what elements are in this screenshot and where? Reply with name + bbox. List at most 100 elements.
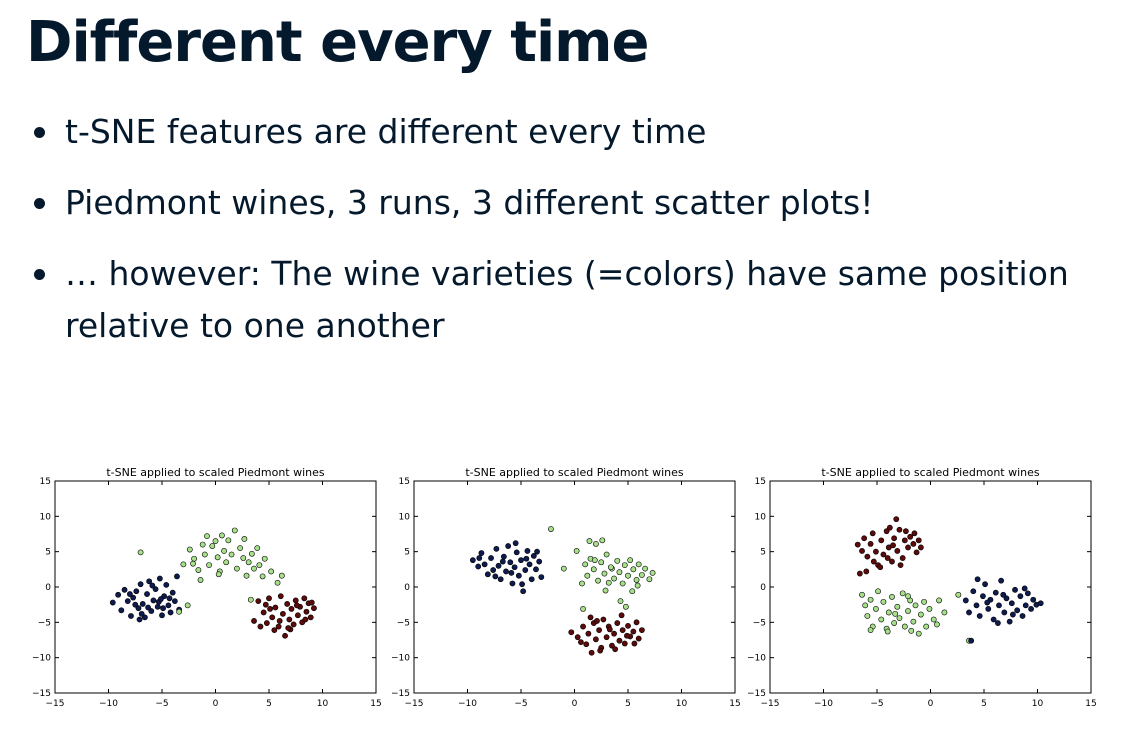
data-point: [294, 612, 301, 619]
data-point: [606, 626, 613, 633]
data-point: [630, 628, 637, 635]
bullet-list: t-SNE features are different every time …: [30, 106, 1110, 371]
y-tick-label: 5: [45, 548, 51, 558]
data-point: [611, 575, 617, 582]
data-point: [614, 620, 621, 626]
data-point: [630, 566, 637, 573]
data-point: [484, 571, 491, 578]
data-point: [197, 577, 204, 583]
data-point: [248, 550, 255, 557]
y-tick-label: −15: [32, 689, 51, 699]
data-point: [605, 579, 612, 586]
data-point: [1006, 618, 1013, 625]
data-point: [256, 562, 263, 568]
data-point: [118, 607, 125, 614]
data-point: [139, 601, 146, 607]
data-point: [880, 551, 887, 558]
data-point: [905, 593, 911, 600]
data-point: [261, 555, 268, 562]
data-point: [611, 630, 617, 637]
data-point: [302, 616, 309, 623]
data-point: [221, 548, 227, 554]
x-tick-label: 0: [213, 699, 219, 709]
data-point: [184, 602, 191, 609]
data-point: [574, 634, 581, 641]
data-point: [146, 578, 153, 585]
data-point: [293, 602, 300, 609]
data-point: [138, 610, 145, 617]
data-point: [915, 537, 922, 544]
data-point: [260, 609, 267, 616]
x-tick-label: 10: [317, 699, 329, 709]
data-point: [176, 608, 183, 615]
data-point: [936, 597, 942, 604]
data-point: [869, 530, 876, 537]
data-point: [109, 599, 116, 606]
data-point: [864, 553, 871, 560]
data-point: [894, 548, 901, 554]
data-point: [880, 598, 887, 605]
data-point: [891, 535, 898, 542]
bullet-dot-icon: [34, 269, 45, 280]
data-point: [908, 627, 915, 634]
data-point: [209, 543, 216, 549]
data-point: [126, 591, 133, 597]
data-point: [215, 571, 222, 578]
data-point: [899, 555, 906, 561]
data-point: [267, 606, 273, 612]
data-point: [195, 567, 202, 573]
y-tick-label: −10: [747, 654, 766, 664]
data-point: [469, 557, 476, 564]
data-point: [1028, 606, 1034, 612]
data-point: [995, 620, 1001, 626]
data-point: [588, 649, 595, 656]
data-point: [149, 582, 156, 589]
data-point: [1012, 586, 1018, 593]
y-tick-label: 5: [404, 548, 410, 558]
data-point: [1030, 596, 1037, 603]
data-point: [271, 627, 278, 634]
data-point: [873, 606, 879, 612]
data-point: [257, 623, 264, 630]
y-tick-label: 0: [404, 583, 410, 593]
data-point: [497, 576, 504, 583]
data-point: [621, 562, 628, 568]
x-tick-label: 5: [266, 699, 272, 709]
data-point: [481, 561, 488, 568]
data-point: [917, 544, 924, 551]
data-point: [595, 577, 601, 584]
data-point: [523, 555, 530, 562]
data-point: [598, 559, 605, 566]
data-point: [165, 602, 172, 609]
data-point: [308, 599, 315, 606]
bullet-item: … however: The wine varieties (=colors) …: [30, 248, 1110, 352]
data-point: [245, 559, 252, 566]
data-point: [301, 595, 308, 602]
data-point: [148, 608, 155, 614]
data-point: [560, 565, 567, 572]
data-point: [599, 537, 606, 544]
data-point: [1003, 595, 1010, 602]
data-point: [513, 549, 520, 556]
data-point: [584, 572, 591, 579]
y-tick-label: 10: [755, 512, 767, 522]
y-tick-label: −5: [753, 618, 766, 628]
data-point: [635, 561, 642, 568]
plot-frame: [54, 480, 377, 694]
data-point: [214, 554, 221, 561]
data-point: [915, 630, 922, 637]
data-point: [593, 636, 599, 643]
data-point: [199, 541, 206, 548]
data-point: [616, 637, 623, 644]
data-point: [307, 614, 314, 621]
chart-title: t-SNE applied to scaled Piedmont wines: [821, 466, 1040, 479]
data-point: [132, 601, 139, 608]
data-point: [475, 563, 482, 570]
data-point: [526, 561, 533, 568]
scatter-plot-panel: t-SNE applied to scaled Piedmont wines −1…: [747, 466, 1097, 709]
y-tick-label: 10: [399, 512, 411, 522]
data-point: [262, 601, 269, 608]
data-point: [586, 538, 593, 544]
data-point: [186, 546, 193, 553]
chart-title: t-SNE applied to scaled Piedmont wines: [106, 466, 325, 479]
